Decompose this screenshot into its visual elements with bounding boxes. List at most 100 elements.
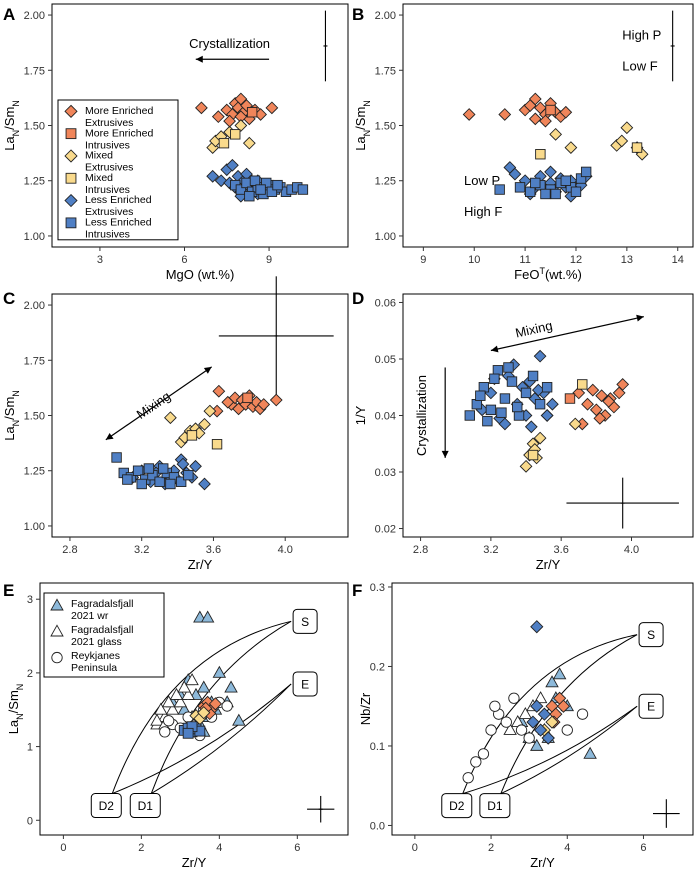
data-point xyxy=(195,101,208,115)
series-mixed-intrusives xyxy=(186,430,223,450)
endmember-box xyxy=(292,671,318,697)
x-tick-label: 2 xyxy=(138,842,144,854)
arrow-head xyxy=(490,345,499,353)
data-point xyxy=(539,114,552,128)
x-axis-label: Zr/Y xyxy=(188,557,213,572)
endmember-box xyxy=(441,793,473,819)
y-axis-label: 1/Y xyxy=(353,405,368,425)
series-mixed-intrusives xyxy=(527,379,588,461)
x-tick-label: 6 xyxy=(181,254,187,266)
x-tick-label: 2.8 xyxy=(413,544,428,556)
data-point xyxy=(520,387,532,399)
x-tick-label: 11 xyxy=(519,254,530,266)
arrow-head xyxy=(441,450,449,458)
x-tick-label: 3.2 xyxy=(483,544,498,556)
legend-label: More Enriched xyxy=(85,105,153,117)
data-point xyxy=(485,404,497,416)
legend-symbol xyxy=(65,128,77,140)
series-more-enriched-intrusives xyxy=(246,107,258,118)
data-point xyxy=(218,137,230,149)
y-tick-label: 1.00 xyxy=(375,231,396,243)
data-point xyxy=(185,673,199,686)
data-point xyxy=(528,92,542,106)
x-tick-label: 6 xyxy=(294,842,300,854)
legend-symbol xyxy=(50,598,64,611)
y-tick-label: 1.00 xyxy=(24,521,45,533)
arrow-head xyxy=(105,432,114,440)
annotation-arrow xyxy=(105,366,213,441)
x-tick-label: 10 xyxy=(468,254,480,266)
series-mixed-intrusives xyxy=(535,142,643,160)
x-tick-label: 3.2 xyxy=(134,544,149,556)
legend-label: Reykjanes xyxy=(71,650,120,662)
y-tick-label: 1.75 xyxy=(24,355,45,367)
data-point xyxy=(535,149,546,160)
data-point xyxy=(570,186,582,197)
data-point xyxy=(533,431,547,445)
data-point xyxy=(568,417,582,431)
series-less-enriched xyxy=(526,620,555,745)
data-point xyxy=(206,169,220,183)
series-less-enriched-intrusives xyxy=(464,362,553,427)
data-point xyxy=(143,463,155,474)
data-point xyxy=(224,680,238,693)
legend-symbol xyxy=(64,149,78,163)
y-tick-label: 0.1 xyxy=(370,741,385,753)
data-point xyxy=(255,184,266,195)
series-more-enriched-extrusives xyxy=(195,92,279,128)
data-point xyxy=(154,476,165,487)
legend-symbol xyxy=(65,172,77,184)
data-point xyxy=(257,398,271,411)
data-point xyxy=(242,392,253,404)
data-point xyxy=(541,382,553,393)
data-point xyxy=(561,724,573,736)
data-point xyxy=(246,107,258,118)
y-tick-label: 0.05 xyxy=(375,354,396,366)
series-more-enriched-extrusives xyxy=(572,378,630,431)
data-point xyxy=(181,687,195,700)
data-point xyxy=(552,667,567,680)
endmember-label: E xyxy=(301,677,309,691)
data-point xyxy=(615,134,629,148)
data-point xyxy=(249,175,261,186)
y-tick-label: 1.25 xyxy=(375,176,396,188)
data-point xyxy=(261,177,272,189)
x-axis-label: Zr/Y xyxy=(182,855,207,870)
legend-label: Less Enriched xyxy=(85,217,152,229)
data-point xyxy=(211,439,223,450)
plot-frame xyxy=(51,293,349,538)
data-point xyxy=(464,410,475,421)
data-point xyxy=(136,478,147,490)
y-tick-label: 2.00 xyxy=(375,10,396,22)
y-tick-label: 0.02 xyxy=(375,524,396,536)
legend-symbol xyxy=(64,104,78,118)
data-point xyxy=(533,691,548,704)
legend-frame xyxy=(43,592,165,678)
panel-letter: C xyxy=(3,289,15,308)
x-tick-label: 4.0 xyxy=(278,544,293,556)
data-point xyxy=(200,610,215,623)
panel-f: F 0 2 4 6 0.0 0.1 0.2 0.3 Zr/Y Nb/Zr S E D2 D1 xyxy=(352,581,694,870)
data-point xyxy=(544,165,557,179)
data-point xyxy=(583,746,597,759)
legend-label: 2021 wr xyxy=(71,610,109,622)
legend-label: Extrusives xyxy=(85,206,133,218)
data-point xyxy=(161,695,176,708)
y-axis-label: LaN/SmN xyxy=(2,390,21,441)
arrow-head xyxy=(203,366,212,374)
data-point xyxy=(163,715,175,727)
y-axis-label: LaN/SmN xyxy=(2,100,21,151)
y-tick-label: 0.2 xyxy=(370,661,385,673)
annotation-arrow xyxy=(490,316,644,352)
data-point xyxy=(164,411,177,425)
panel-letter: E xyxy=(3,581,14,600)
data-point xyxy=(496,407,507,418)
mixing-curve xyxy=(500,705,638,795)
data-point xyxy=(462,108,476,121)
data-point xyxy=(564,141,578,154)
